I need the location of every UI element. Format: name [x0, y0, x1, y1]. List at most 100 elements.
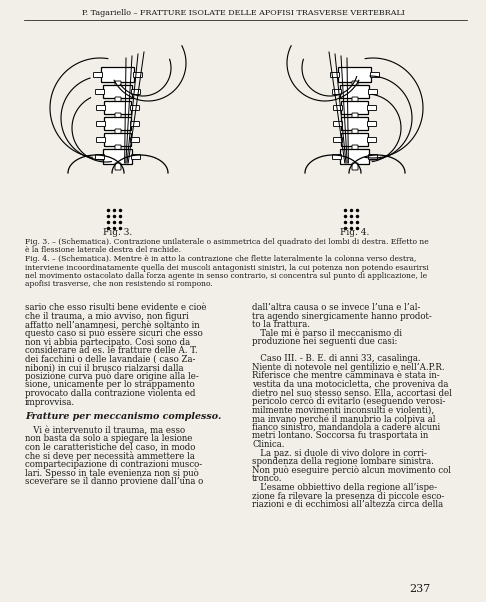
Text: L’esame obbiettivo della regione all’ispe-: L’esame obbiettivo della regione all’isp… — [252, 483, 437, 492]
FancyBboxPatch shape — [132, 90, 140, 95]
Text: Non può eseguire perciò alcun movimento col: Non può eseguire perciò alcun movimento … — [252, 466, 451, 476]
Text: Caso III. - B. E. di anni 33, casalinga.: Caso III. - B. E. di anni 33, casalinga. — [252, 354, 420, 363]
FancyBboxPatch shape — [131, 137, 139, 143]
FancyBboxPatch shape — [115, 163, 121, 170]
Text: Clinica.: Clinica. — [252, 440, 284, 449]
Text: che il trauma, a mio avviso, non figuri: che il trauma, a mio avviso, non figuri — [25, 312, 189, 321]
Text: metri lontano. Soccorsa fu trasportata in: metri lontano. Soccorsa fu trasportata i… — [252, 432, 428, 441]
FancyBboxPatch shape — [104, 85, 133, 99]
FancyBboxPatch shape — [96, 90, 104, 95]
FancyBboxPatch shape — [93, 72, 103, 78]
FancyBboxPatch shape — [342, 102, 368, 114]
Text: 237: 237 — [409, 584, 431, 594]
Text: Vi è intervenuto il trauma, ma esso: Vi è intervenuto il trauma, ma esso — [25, 425, 185, 434]
FancyBboxPatch shape — [368, 90, 378, 95]
FancyBboxPatch shape — [115, 97, 121, 104]
FancyBboxPatch shape — [341, 149, 369, 164]
Text: è la flessione laterale destra del rachide.: è la flessione laterale destra del rachi… — [25, 246, 181, 255]
Text: Fig. 3. – (Schematica). Contrazione unilaterale o asimmetrica del quadrato dei l: Fig. 3. – (Schematica). Contrazione unil… — [25, 238, 429, 246]
FancyBboxPatch shape — [352, 81, 358, 88]
Text: con le caratteristiche del caso, in modo: con le caratteristiche del caso, in modo — [25, 442, 195, 452]
Text: Riferisce che mentre camminava è stata in-: Riferisce che mentre camminava è stata i… — [252, 371, 440, 380]
FancyBboxPatch shape — [97, 137, 105, 143]
FancyBboxPatch shape — [115, 129, 121, 136]
Text: provocato dalla contrazione violenta ed: provocato dalla contrazione violenta ed — [25, 389, 195, 398]
FancyBboxPatch shape — [104, 102, 132, 114]
FancyBboxPatch shape — [370, 72, 380, 78]
Text: nel movimento ostacolato dalla forza agente in senso contrario, si concentra sul: nel movimento ostacolato dalla forza age… — [25, 272, 427, 280]
FancyBboxPatch shape — [131, 122, 139, 126]
FancyBboxPatch shape — [342, 134, 368, 146]
FancyBboxPatch shape — [339, 67, 371, 82]
FancyBboxPatch shape — [333, 122, 343, 126]
Text: posizione curva può dare origine alla le-: posizione curva può dare origine alla le… — [25, 372, 199, 381]
Text: Fig. 3.: Fig. 3. — [104, 228, 133, 237]
Text: pericolo cercò di evitarlo (eseguendo verosi-: pericolo cercò di evitarlo (eseguendo ve… — [252, 397, 445, 406]
FancyBboxPatch shape — [132, 155, 140, 160]
Text: milmente movimenti inconsulti e violenti),: milmente movimenti inconsulti e violenti… — [252, 406, 434, 415]
FancyBboxPatch shape — [368, 155, 378, 160]
FancyBboxPatch shape — [333, 137, 343, 143]
FancyBboxPatch shape — [332, 90, 342, 95]
Text: apofisi trasverse, che non resistendo si rompono.: apofisi trasverse, che non resistendo si… — [25, 281, 213, 288]
FancyBboxPatch shape — [330, 72, 340, 78]
Text: fianco sinistro, mandandola a cadere alcuni: fianco sinistro, mandandola a cadere alc… — [252, 423, 440, 432]
Text: Fig. 4. – (Schematica). Mentre è in atto la contrazione che flette lateralmente : Fig. 4. – (Schematica). Mentre è in atto… — [25, 255, 417, 263]
FancyBboxPatch shape — [134, 72, 142, 78]
Text: Niente di notevole nel gentilizio e nell’A.P.R.: Niente di notevole nel gentilizio e nell… — [252, 362, 445, 371]
Text: riazioni e di ecchimosi all’altezza circa della: riazioni e di ecchimosi all’altezza circ… — [252, 500, 443, 509]
FancyBboxPatch shape — [102, 67, 135, 82]
Text: dei facchini o delle lavandaie ( caso Za-: dei facchini o delle lavandaie ( caso Za… — [25, 355, 195, 364]
Text: sione, unicamente per lo strappamento: sione, unicamente per lo strappamento — [25, 380, 194, 389]
Text: tronco.: tronco. — [252, 474, 282, 483]
FancyBboxPatch shape — [104, 117, 132, 131]
FancyBboxPatch shape — [332, 155, 342, 160]
FancyBboxPatch shape — [341, 85, 369, 99]
Text: tra agendo sinergicamente hanno prodot-: tra agendo sinergicamente hanno prodot- — [252, 312, 432, 321]
FancyBboxPatch shape — [352, 129, 358, 136]
Text: improvvisa.: improvvisa. — [25, 397, 75, 406]
FancyBboxPatch shape — [115, 145, 121, 152]
Text: Tale mi è parso il meccanismo di: Tale mi è parso il meccanismo di — [252, 329, 402, 338]
Text: Fig. 4.: Fig. 4. — [340, 228, 370, 237]
Text: dietro nel suo stesso senso. Ella, accortasi del: dietro nel suo stesso senso. Ella, accor… — [252, 388, 452, 397]
FancyBboxPatch shape — [97, 105, 105, 111]
FancyBboxPatch shape — [352, 113, 358, 120]
FancyBboxPatch shape — [115, 113, 121, 120]
FancyBboxPatch shape — [367, 122, 377, 126]
Text: vestita da una motocicletta, che proveniva da: vestita da una motocicletta, che proveni… — [252, 380, 449, 389]
Text: non basta da solo a spiegare la lesione: non basta da solo a spiegare la lesione — [25, 434, 192, 443]
FancyBboxPatch shape — [97, 122, 105, 126]
Text: La paz. si duole di vivo dolore in corri-: La paz. si duole di vivo dolore in corri… — [252, 448, 427, 458]
Text: questo caso si può essere sicuri che esso: questo caso si può essere sicuri che ess… — [25, 329, 203, 338]
Text: che si deve per necessità ammettere la: che si deve per necessità ammettere la — [25, 451, 195, 461]
FancyBboxPatch shape — [104, 134, 132, 146]
Text: zione fa rilevare la presenza di piccole esco-: zione fa rilevare la presenza di piccole… — [252, 492, 444, 501]
Text: sario che esso risulti bene evidente e cioè: sario che esso risulti bene evidente e c… — [25, 303, 207, 312]
Text: affatto nell’anamnesi, perchè soltanto in: affatto nell’anamnesi, perchè soltanto i… — [25, 320, 200, 330]
Text: to la frattura.: to la frattura. — [252, 320, 310, 329]
FancyBboxPatch shape — [115, 81, 121, 88]
Text: spondenza della regione lombare sinistra.: spondenza della regione lombare sinistra… — [252, 457, 434, 466]
Text: compartecipazione di contrazioni musco-: compartecipazione di contrazioni musco- — [25, 459, 202, 468]
FancyBboxPatch shape — [352, 163, 358, 170]
FancyBboxPatch shape — [131, 105, 139, 111]
Text: P. Tagariello – FRATTURE ISOLATE DELLE APOFISI TRASVERSE VERTEBRALI: P. Tagariello – FRATTURE ISOLATE DELLE A… — [82, 9, 404, 17]
FancyBboxPatch shape — [367, 105, 377, 111]
FancyBboxPatch shape — [352, 145, 358, 152]
FancyBboxPatch shape — [352, 97, 358, 104]
Text: niboni) in cui il brusco rialzarsi dalla: niboni) in cui il brusco rialzarsi dalla — [25, 363, 184, 372]
FancyBboxPatch shape — [104, 149, 133, 164]
Text: non vi abbia partecipato. Così sono da: non vi abbia partecipato. Così sono da — [25, 337, 190, 347]
FancyBboxPatch shape — [367, 137, 377, 143]
Text: lari. Spesso in tale evenienza non si può: lari. Spesso in tale evenienza non si pu… — [25, 468, 199, 478]
Text: ma invano perché il manubrio la colpiva al: ma invano perché il manubrio la colpiva … — [252, 414, 435, 424]
Text: produzione nei seguenti due casi:: produzione nei seguenti due casi: — [252, 337, 398, 346]
FancyBboxPatch shape — [342, 117, 368, 131]
Text: Fratture per meccanismo complesso.: Fratture per meccanismo complesso. — [25, 412, 221, 421]
Text: dall’altra causa o se invece l’una e l’al-: dall’altra causa o se invece l’una e l’a… — [252, 303, 420, 312]
Text: sceverare se il danno proviene dall’una o: sceverare se il danno proviene dall’una … — [25, 477, 203, 486]
Text: considerare ad es. le fratture delle A. T.: considerare ad es. le fratture delle A. … — [25, 346, 198, 355]
FancyBboxPatch shape — [333, 105, 343, 111]
Text: interviene incoordinatamente quella dei muscoli antagonisti sinistri, la cui pot: interviene incoordinatamente quella dei … — [25, 264, 429, 272]
